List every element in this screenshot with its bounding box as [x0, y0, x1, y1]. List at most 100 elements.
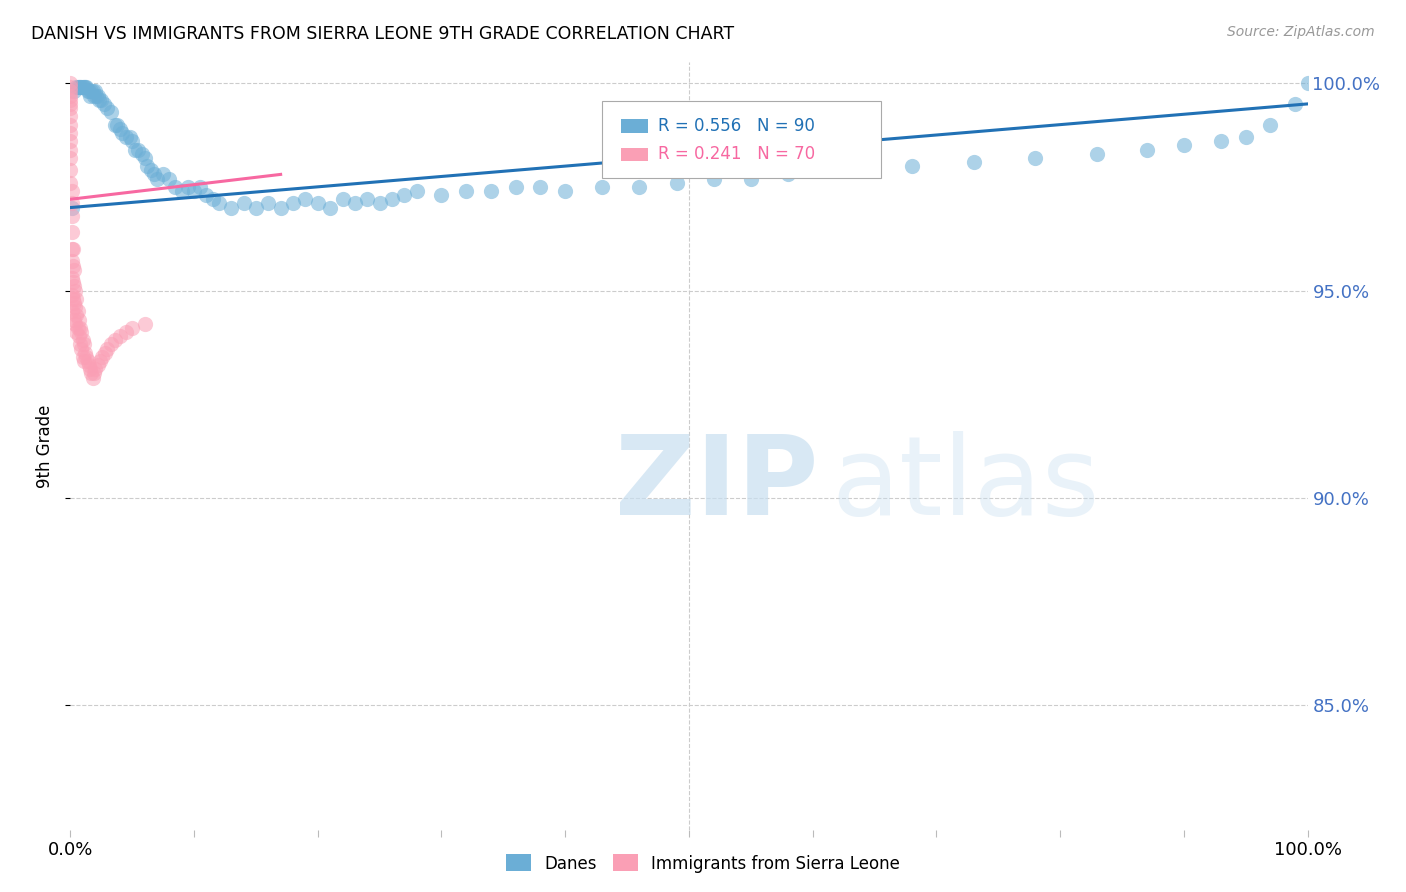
- Point: [188, 179, 211, 194]
- Point: [281, 196, 304, 211]
- Point: [75, 80, 97, 95]
- Point: [67, 80, 90, 95]
- Point: [131, 146, 153, 161]
- Point: [59, 134, 82, 148]
- Point: [63, 85, 86, 99]
- Point: [86, 88, 108, 103]
- Point: [65, 80, 87, 95]
- Point: [319, 201, 342, 215]
- Point: [96, 342, 118, 356]
- Point: [100, 337, 122, 351]
- Point: [79, 88, 101, 103]
- Point: [628, 179, 651, 194]
- Point: [79, 362, 101, 376]
- Point: [115, 325, 138, 339]
- Point: [343, 196, 366, 211]
- Point: [65, 309, 87, 323]
- Point: [900, 159, 922, 173]
- Point: [430, 188, 453, 202]
- Point: [59, 76, 82, 90]
- Point: [62, 259, 84, 273]
- Point: [208, 196, 231, 211]
- Point: [73, 80, 96, 95]
- Point: [75, 80, 97, 95]
- Point: [124, 143, 146, 157]
- Point: [94, 345, 117, 359]
- Point: [60, 304, 83, 318]
- Point: [1085, 146, 1108, 161]
- Point: [70, 342, 93, 356]
- Point: [82, 85, 104, 99]
- Text: atlas: atlas: [831, 431, 1099, 538]
- Point: [294, 192, 316, 206]
- Point: [59, 109, 82, 123]
- Point: [84, 88, 107, 103]
- Point: [67, 329, 90, 343]
- Point: [59, 101, 82, 115]
- Point: [136, 159, 159, 173]
- Text: ZIP: ZIP: [614, 431, 818, 538]
- Point: [183, 184, 205, 198]
- Point: [69, 80, 91, 95]
- Point: [66, 80, 89, 95]
- Point: [554, 184, 576, 198]
- Legend: Danes, Immigrants from Sierra Leone: Danes, Immigrants from Sierra Leone: [499, 847, 907, 880]
- Point: [962, 155, 984, 169]
- Point: [76, 354, 98, 368]
- Point: [65, 325, 87, 339]
- Point: [177, 179, 200, 194]
- Point: [70, 325, 93, 339]
- Point: [146, 171, 169, 186]
- Text: Source: ZipAtlas.com: Source: ZipAtlas.com: [1227, 25, 1375, 39]
- Text: R = 0.556   N = 90: R = 0.556 N = 90: [658, 117, 815, 135]
- Point: [63, 312, 86, 326]
- Point: [1024, 151, 1046, 165]
- Point: [776, 168, 799, 182]
- Point: [60, 254, 83, 268]
- Point: [157, 171, 180, 186]
- Point: [505, 179, 527, 194]
- Point: [69, 337, 91, 351]
- Point: [75, 350, 97, 364]
- Point: [62, 242, 84, 256]
- Point: [75, 345, 97, 359]
- Point: [170, 184, 193, 198]
- Point: [84, 85, 107, 99]
- Point: [59, 143, 82, 157]
- Point: [72, 333, 94, 347]
- Point: [73, 337, 96, 351]
- Point: [63, 279, 86, 293]
- Point: [83, 367, 105, 381]
- Point: [72, 350, 94, 364]
- Point: [59, 126, 82, 140]
- Point: [69, 321, 91, 335]
- Point: [100, 105, 122, 120]
- Point: [84, 362, 107, 376]
- Point: [76, 85, 98, 99]
- Point: [72, 80, 94, 95]
- Point: [93, 96, 115, 111]
- Point: [96, 101, 118, 115]
- Point: [89, 354, 111, 368]
- Point: [165, 179, 187, 194]
- Point: [1209, 134, 1232, 148]
- Point: [1136, 143, 1159, 157]
- Point: [59, 163, 82, 178]
- Point: [270, 201, 292, 215]
- Point: [118, 130, 141, 145]
- Point: [86, 358, 108, 372]
- Y-axis label: 9th Grade: 9th Grade: [35, 404, 53, 488]
- Point: [77, 358, 100, 372]
- Point: [232, 196, 254, 211]
- Bar: [621, 120, 648, 133]
- Point: [65, 284, 87, 298]
- Point: [1260, 118, 1282, 132]
- Point: [59, 118, 82, 132]
- Point: [60, 196, 83, 211]
- Point: [60, 287, 83, 301]
- Point: [90, 93, 112, 107]
- Point: [104, 333, 127, 347]
- Point: [143, 168, 166, 182]
- Point: [83, 88, 105, 103]
- Point: [108, 121, 131, 136]
